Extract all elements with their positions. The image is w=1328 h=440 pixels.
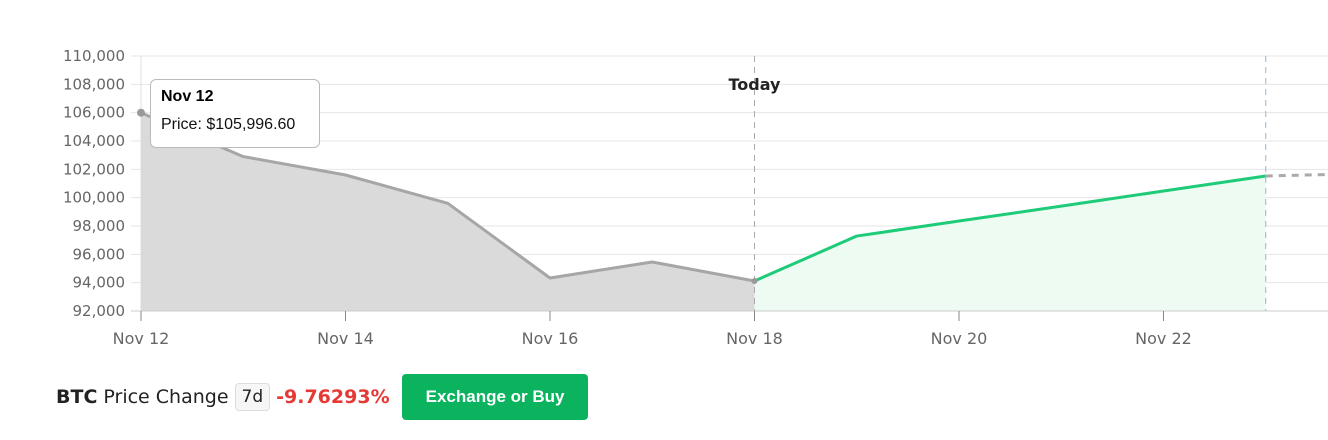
forecast-area xyxy=(754,175,1266,311)
y-tick-label: 108,000 xyxy=(63,75,125,93)
price-change-label: Price Change xyxy=(103,386,229,408)
forecast-line xyxy=(753,174,1266,283)
y-tick-label: 98,000 xyxy=(73,217,126,235)
period-selector[interactable]: 7d xyxy=(234,383,271,411)
chart-tooltip: Nov 12 Price: $105,996.60 xyxy=(150,79,320,148)
today-label: Today xyxy=(729,75,782,94)
price-change-value: -9.76293% xyxy=(276,386,390,408)
historical-line xyxy=(140,111,755,283)
y-tick-label: 94,000 xyxy=(73,274,126,292)
y-tick-label: 106,000 xyxy=(63,104,125,122)
x-tick-label: Nov 14 xyxy=(317,329,374,348)
hover-point xyxy=(137,108,145,117)
x-tick-label: Nov 20 xyxy=(931,329,988,348)
y-tick-label: 104,000 xyxy=(63,132,125,150)
y-tick-label: 102,000 xyxy=(63,160,125,178)
exchange-or-buy-button[interactable]: Exchange or Buy xyxy=(401,374,589,420)
projection-dashed-line xyxy=(1265,172,1328,178)
tooltip-price: Price: $105,996.60 xyxy=(161,116,296,133)
tooltip-date: Nov 12 xyxy=(161,88,214,105)
x-tick-label: Nov 12 xyxy=(113,329,170,348)
y-tick-label: 96,000 xyxy=(73,245,126,263)
today-point xyxy=(751,277,758,284)
x-tick-label: Nov 18 xyxy=(726,329,783,348)
price-change-summary: BTC Price Change 7d -9.76293% Exchange o… xyxy=(56,374,589,420)
x-tick-label: Nov 22 xyxy=(1135,329,1192,348)
y-tick-label: 110,000 xyxy=(63,47,125,65)
y-tick-label: 100,000 xyxy=(63,189,125,207)
coin-symbol: BTC xyxy=(56,386,98,408)
price-chart: 92,000 94,000 96,000 98,000 100,000 102,000 10… xyxy=(63,47,1328,348)
y-tick-label: 92,000 xyxy=(73,302,126,320)
x-tick-label: Nov 16 xyxy=(522,329,579,348)
historical-area xyxy=(141,112,755,311)
